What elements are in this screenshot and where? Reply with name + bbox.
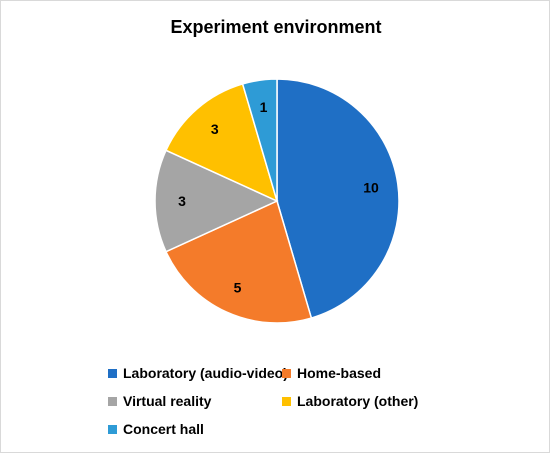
- pie-slice-3: [154, 149, 279, 253]
- legend-swatch: [282, 396, 291, 406]
- legend-label: Virtual reality: [123, 393, 212, 409]
- legend-item-3: Virtual reality: [108, 393, 211, 409]
- legend-label: Laboratory (audio-video): [123, 365, 288, 381]
- slice-data-label-4: 3: [211, 121, 219, 137]
- slice-data-label-1: 10: [363, 179, 379, 195]
- slice-data-label-5: 1: [260, 99, 268, 115]
- legend-item-5: Concert hall: [108, 421, 204, 437]
- legend-swatch: [282, 368, 291, 378]
- slice-data-label-2: 5: [234, 279, 242, 295]
- legend-label: Concert hall: [123, 421, 204, 437]
- legend-swatch: [108, 396, 117, 406]
- legend-label: Home-based: [297, 365, 382, 381]
- legend-label: Laboratory (other): [297, 393, 419, 409]
- legend-item-4: Laboratory (other): [282, 393, 418, 409]
- slice-data-label-3: 3: [178, 193, 186, 209]
- legend-item-2: Home-based: [282, 365, 381, 381]
- legend-swatch: [108, 368, 117, 378]
- pie-slice-4: [165, 83, 279, 203]
- pie-slice-1: [276, 78, 400, 319]
- pie-slice-2: [165, 199, 313, 324]
- chart-title: Experiment environment: [170, 17, 382, 37]
- legend-swatch: [108, 424, 117, 434]
- pie-slice-5: [241, 78, 278, 202]
- legend-item-1: Laboratory (audio-video): [108, 365, 288, 381]
